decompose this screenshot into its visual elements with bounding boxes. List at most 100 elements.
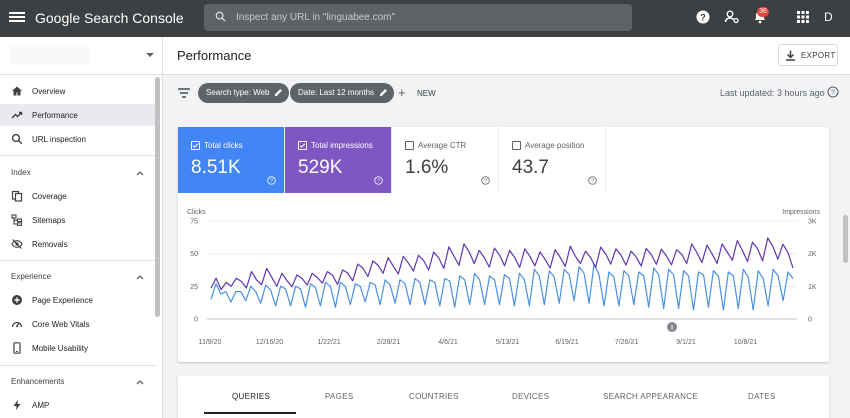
sidebar-item-label: Performance [32, 110, 78, 120]
sidebar-item-label: URL inspection [32, 134, 86, 144]
help-outline-icon[interactable]: ? [827, 86, 839, 98]
tab-queries[interactable]: QUERIES [232, 392, 271, 401]
metric-label: Average position [525, 141, 585, 150]
sidebar-item-removals[interactable]: Removals [0, 233, 155, 255]
divider [0, 365, 155, 366]
section-header-experience[interactable]: Experience [0, 269, 155, 285]
metric-total-clicks[interactable]: Total clicks 8.51K ? [178, 127, 285, 193]
hamburger-menu-icon[interactable] [9, 10, 25, 26]
section-title: Experience [11, 272, 52, 281]
x-tick-label: 10/8/21 [734, 339, 757, 346]
home-icon [12, 86, 22, 96]
plus-icon: + [398, 85, 406, 100]
section-header-index[interactable]: Index [0, 165, 155, 181]
sidebar-item-label: Removals [32, 239, 68, 249]
sidebar-scrollbar[interactable] [155, 77, 160, 317]
property-selector[interactable] [0, 37, 162, 75]
checkbox-checked-icon[interactable] [191, 141, 200, 150]
sidebar-item-label: Core Web Vitals [32, 319, 90, 329]
smartphone-icon [13, 342, 21, 354]
checkbox-checked-icon[interactable] [298, 141, 307, 150]
sidebar-item-coverage[interactable]: Coverage [0, 185, 155, 207]
sidebar-item-core-web-vitals[interactable]: Core Web Vitals [0, 313, 155, 335]
section-header-enhancements[interactable]: Enhancements [0, 374, 155, 390]
right-tick-label: 2K [808, 251, 817, 258]
metric-average-ctr[interactable]: Average CTR 1.6% ? [392, 127, 499, 193]
apps-grid-icon[interactable] [795, 9, 811, 25]
sidebar-item-overview[interactable]: Overview [0, 80, 155, 102]
tab-pages[interactable]: PAGES [325, 392, 354, 401]
x-tick-label: 11/9/20 [199, 339, 222, 346]
app-logo[interactable]: Google Search Console [35, 10, 184, 26]
metric-value: 529K [298, 157, 343, 178]
checkbox-unchecked-icon[interactable] [512, 141, 521, 150]
export-label: EXPORT [801, 51, 836, 60]
divider [0, 155, 155, 156]
speedometer-icon [11, 321, 23, 328]
sidebar-item-amp[interactable]: AMP [0, 394, 155, 416]
tab-countries[interactable]: COUNTRIES [409, 392, 459, 401]
property-name-box [10, 45, 90, 65]
annotation-marker [667, 322, 677, 332]
x-tick-label: 9/1/21 [676, 339, 696, 346]
url-inspection-search[interactable] [204, 4, 632, 31]
help-outline-icon[interactable]: ? [481, 176, 490, 185]
search-input[interactable] [236, 4, 616, 31]
svg-text:?: ? [270, 179, 273, 185]
manage-users-icon[interactable] [724, 9, 740, 25]
filter-chip-date[interactable]: Date: Last 12 months [290, 83, 395, 103]
dimension-tabs: QUERIES PAGES COUNTRIES DEVICES SEARCH A… [178, 376, 829, 418]
filter-chip-search-type[interactable]: Search type: Web [198, 83, 290, 103]
metric-value: 8.51K [191, 157, 241, 178]
help-outline-icon[interactable]: ? [267, 176, 276, 185]
sidebar-item-label: Overview [32, 86, 66, 96]
help-outline-icon[interactable]: ? [588, 176, 597, 185]
edit-pencil-icon [275, 89, 283, 96]
tab-dates[interactable]: DATES [748, 392, 776, 401]
metric-label: Average CTR [418, 141, 467, 150]
metric-average-position[interactable]: Average position 43.7 ? [499, 127, 606, 193]
performance-card: Total clicks 8.51K ? Total impressions 5… [178, 127, 829, 362]
visibility-off-icon [11, 239, 23, 249]
tab-search-appearance[interactable]: SEARCH APPEARANCE [603, 392, 698, 401]
sidebar-item-sitemaps[interactable]: Sitemaps [0, 209, 155, 231]
sidebar-item-mobile-usability[interactable]: Mobile Usability [0, 337, 155, 359]
chevron-up-icon [136, 171, 144, 176]
help-outline-icon[interactable]: ? [374, 176, 383, 185]
page-header: Performance EXPORT [163, 37, 850, 75]
metric-label: Total impressions [311, 141, 373, 150]
sitemap-icon [11, 214, 23, 226]
edit-pencil-icon [380, 89, 387, 96]
svg-text:?: ? [591, 179, 594, 185]
filter-icon[interactable] [178, 88, 190, 98]
export-button[interactable]: EXPORT [778, 44, 838, 66]
series-line-impressions [210, 237, 794, 291]
sidebar-item-page-experience[interactable]: Page Experience [0, 289, 155, 311]
left-tick-label: 75 [190, 219, 198, 226]
left-tick-label: 25 [190, 284, 198, 291]
section-title: Enhancements [11, 377, 65, 386]
sidebar-item-url-inspection[interactable]: URL inspection [0, 128, 155, 150]
metric-total-impressions[interactable]: Total impressions 529K ? [285, 127, 392, 193]
section-title: Index [11, 168, 31, 177]
tab-devices[interactable]: DEVICES [512, 392, 550, 401]
active-tab-indicator [204, 412, 296, 414]
chevron-up-icon [136, 275, 144, 280]
dropdown-caret-icon [146, 53, 154, 57]
performance-chart[interactable]: Clicks Impressions 75 3K 50 2K 25 1K 0 0 11/9/20 12… [178, 193, 829, 362]
right-tick-label: 3K [808, 219, 817, 226]
metric-value: 43.7 [512, 157, 549, 178]
divider [0, 260, 155, 261]
x-tick-label: 4/6/21 [438, 339, 458, 346]
sidebar-item-label: Page Experience [32, 295, 93, 305]
checkbox-unchecked-icon[interactable] [405, 141, 414, 150]
page-scrollbar[interactable] [843, 215, 848, 263]
left-axis-title: Clicks [187, 209, 206, 216]
sidebar-item-label: Coverage [32, 191, 67, 201]
account-avatar[interactable]: D [824, 10, 833, 24]
bolt-icon [13, 399, 21, 411]
sidebar-item-label: AMP [32, 400, 50, 410]
help-icon[interactable]: ? [695, 9, 711, 25]
sidebar-item-performance[interactable]: Performance [0, 104, 155, 126]
notification-count-badge: 36 [757, 7, 769, 17]
